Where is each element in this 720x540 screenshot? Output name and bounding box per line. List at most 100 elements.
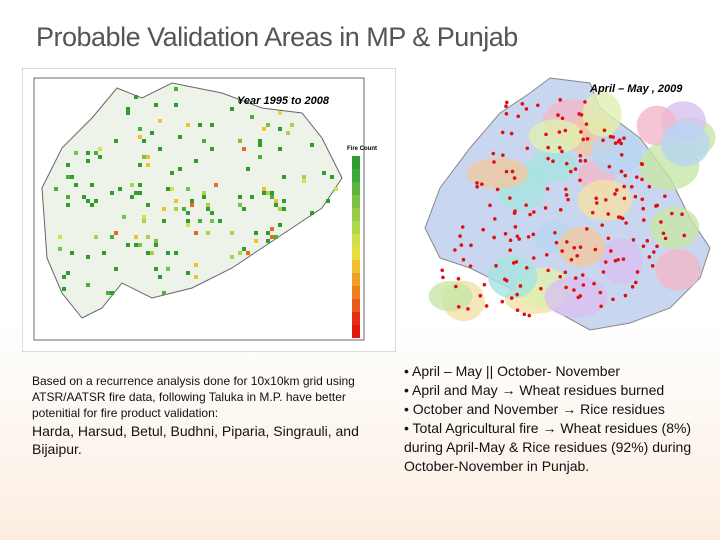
fire-cell [206, 207, 210, 211]
legend-swatch [352, 234, 360, 247]
fire-point [645, 239, 650, 243]
fire-cell [110, 191, 114, 195]
fire-cell [154, 243, 158, 247]
legend-swatch [352, 221, 360, 234]
fire-point [609, 249, 613, 253]
bullet: • October and November → Rice residues [404, 401, 665, 417]
fire-cell [154, 239, 158, 243]
fire-point [515, 234, 520, 239]
fire-point [454, 284, 458, 289]
fire-cell [66, 271, 70, 275]
fire-cell [194, 275, 198, 279]
fire-cell [146, 163, 150, 167]
fire-point [622, 196, 627, 201]
fire-point [600, 223, 604, 227]
fire-cell [194, 231, 198, 235]
fire-cell [170, 171, 174, 175]
fire-cell [82, 195, 86, 199]
legend [352, 156, 360, 338]
fire-cell [86, 159, 90, 163]
fire-cell [198, 219, 202, 223]
fire-point [577, 112, 582, 116]
fire-cell [134, 243, 138, 247]
fire-cell [90, 203, 94, 207]
fire-point [563, 187, 568, 192]
fire-point [532, 210, 536, 214]
district [582, 91, 622, 137]
fire-point [621, 257, 626, 261]
fire-cell [302, 179, 306, 183]
fire-point [492, 160, 496, 164]
fire-point [578, 159, 583, 163]
fire-cell [146, 251, 150, 255]
fire-cell [170, 187, 174, 191]
fire-cell [134, 235, 138, 239]
legend-swatch [352, 273, 360, 286]
fire-cell [278, 223, 282, 227]
fire-cell [138, 191, 142, 195]
fire-point [501, 153, 505, 157]
fire-point [459, 243, 464, 247]
fire-cell [262, 191, 266, 195]
fire-cell [98, 155, 102, 159]
fire-point [504, 104, 508, 109]
fire-cell [194, 159, 198, 163]
fire-cell [174, 251, 178, 255]
legend-swatch [352, 286, 360, 299]
fire-cell [102, 251, 106, 255]
fire-cell [190, 203, 194, 207]
fire-point [556, 113, 560, 117]
fire-point [544, 132, 548, 137]
fire-cell [146, 155, 150, 159]
legend-swatch [352, 247, 360, 260]
fire-cell [122, 215, 126, 219]
fire-cell [114, 267, 118, 271]
fire-point [469, 243, 473, 248]
fire-point [558, 208, 563, 212]
fire-point [481, 227, 485, 232]
fire-point [478, 293, 483, 298]
fire-cell [186, 211, 190, 215]
fire-cell [210, 219, 214, 223]
legend-title: Fire Count [347, 146, 377, 152]
fire-point [545, 187, 550, 191]
legend-swatch [352, 156, 360, 169]
fire-point [663, 194, 667, 199]
fire-cell [86, 283, 90, 287]
fire-cell [230, 107, 234, 111]
fire-point [572, 246, 576, 250]
fire-cell [194, 263, 198, 267]
fire-point [520, 102, 525, 106]
fire-point [494, 264, 498, 268]
fire-cell [94, 199, 98, 203]
district [428, 280, 473, 312]
fire-point [576, 295, 581, 300]
fire-point [560, 149, 564, 154]
fire-point [585, 137, 590, 141]
fire-point [504, 111, 509, 116]
fire-point [616, 139, 621, 144]
fire-cell [142, 155, 146, 159]
fire-cell [266, 231, 270, 235]
fire-point [475, 184, 479, 189]
fire-point [527, 313, 532, 318]
fire-point [614, 188, 619, 192]
fire-point [655, 244, 659, 249]
fire-point [619, 141, 623, 146]
fire-point [578, 178, 582, 183]
legend-swatch [352, 312, 360, 325]
district [528, 119, 583, 154]
fire-point [575, 253, 580, 258]
fire-cell [250, 115, 254, 119]
taluka-list: Harda, Harsud, Betul, Budhni, Piparia, S… [32, 423, 359, 457]
fire-point [663, 236, 668, 241]
fire-point [583, 158, 588, 163]
fire-point [603, 198, 608, 202]
fire-cell [166, 251, 170, 255]
fire-point [560, 116, 565, 121]
fire-point [560, 249, 564, 253]
fire-point [504, 169, 509, 174]
fire-point [488, 203, 492, 208]
fire-cell [286, 131, 290, 135]
fire-point [512, 176, 517, 180]
